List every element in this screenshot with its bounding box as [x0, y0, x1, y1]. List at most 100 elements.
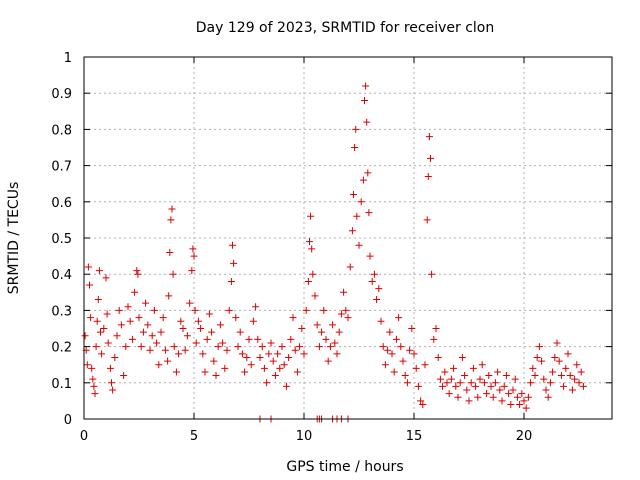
data-point — [363, 118, 371, 126]
data-point — [315, 343, 323, 351]
data-point — [115, 306, 123, 314]
data-point — [375, 285, 383, 293]
data-point — [463, 386, 471, 394]
data-point — [229, 241, 236, 249]
data-point — [487, 382, 495, 390]
data-point — [562, 364, 570, 372]
x-tick-label: 15 — [406, 429, 423, 444]
data-point — [331, 339, 339, 347]
data-point — [308, 245, 316, 253]
data-point — [485, 372, 493, 380]
data-point — [148, 332, 156, 340]
data-point — [361, 96, 368, 104]
data-point — [243, 353, 251, 361]
data-point — [424, 172, 432, 180]
data-point — [496, 386, 504, 394]
y-axis-label: SRMTID / TECUs — [6, 182, 22, 295]
x-tick-label: 20 — [516, 429, 533, 444]
data-point — [300, 350, 308, 358]
data-point — [236, 328, 244, 336]
data-point — [352, 125, 360, 133]
data-point — [203, 335, 211, 343]
data-point — [458, 353, 466, 361]
data-point — [518, 390, 526, 398]
data-point — [137, 343, 145, 351]
data-point — [443, 379, 451, 387]
data-point — [227, 277, 235, 285]
data-point — [208, 328, 216, 336]
data-point — [324, 357, 332, 365]
data-point — [194, 317, 202, 325]
data-point — [560, 382, 568, 390]
data-point — [155, 361, 163, 369]
data-point — [452, 382, 460, 390]
data-point — [313, 321, 321, 329]
data-point — [377, 317, 385, 325]
data-point — [351, 144, 359, 151]
data-point — [428, 270, 436, 278]
data-point — [84, 263, 92, 271]
data-point — [392, 335, 400, 343]
data-point — [234, 343, 242, 351]
data-point — [111, 353, 119, 361]
data-point — [126, 317, 134, 325]
data-point — [533, 353, 541, 361]
data-point — [353, 212, 361, 220]
data-point — [456, 379, 464, 387]
data-point — [364, 169, 372, 177]
data-point — [386, 328, 394, 336]
data-point — [230, 259, 238, 267]
data-point — [219, 339, 227, 347]
data-point — [425, 133, 433, 141]
data-point — [263, 379, 271, 387]
data-point — [201, 368, 209, 376]
y-tick-label: 0.2 — [51, 341, 72, 356]
data-point — [513, 393, 521, 401]
data-point — [461, 372, 469, 380]
data-point — [346, 263, 354, 271]
data-point — [232, 314, 240, 322]
data-point — [447, 375, 455, 383]
data-point — [274, 350, 282, 358]
y-tick-label: 0.8 — [51, 123, 72, 138]
data-point — [302, 306, 310, 314]
data-point — [337, 310, 345, 318]
data-point — [205, 310, 213, 318]
data-point — [491, 379, 499, 387]
data-point — [175, 350, 183, 358]
data-point — [384, 346, 392, 354]
x-tick-label: 10 — [296, 429, 313, 444]
data-point — [469, 364, 477, 372]
data-point — [573, 361, 581, 369]
data-point — [538, 357, 546, 365]
data-point — [188, 267, 196, 275]
data-point — [436, 375, 444, 383]
data-point — [403, 379, 411, 387]
data-point — [282, 382, 290, 390]
data-point — [92, 343, 100, 351]
data-point — [181, 346, 189, 354]
data-point — [87, 314, 95, 322]
chart-title: Day 129 of 2023, SRMTID for receiver clo… — [196, 20, 494, 36]
data-point — [401, 372, 409, 380]
data-point — [441, 368, 449, 376]
data-point — [333, 350, 341, 358]
data-point — [507, 401, 515, 409]
data-point — [106, 364, 114, 372]
data-point — [241, 368, 249, 376]
data-point — [157, 328, 165, 336]
data-point — [278, 343, 286, 351]
data-point — [94, 296, 102, 304]
data-point — [190, 252, 198, 260]
data-point — [179, 325, 187, 332]
data-point — [417, 397, 425, 405]
y-tick-label: 0.9 — [51, 87, 72, 102]
x-axis-label: GPS time / hours — [286, 459, 403, 475]
data-point — [399, 357, 407, 365]
data-point — [529, 364, 537, 372]
y-tick-label: 0.4 — [51, 268, 72, 283]
data-point — [97, 328, 104, 336]
data-point — [309, 270, 317, 278]
data-point — [131, 288, 139, 296]
data-point — [318, 328, 326, 336]
